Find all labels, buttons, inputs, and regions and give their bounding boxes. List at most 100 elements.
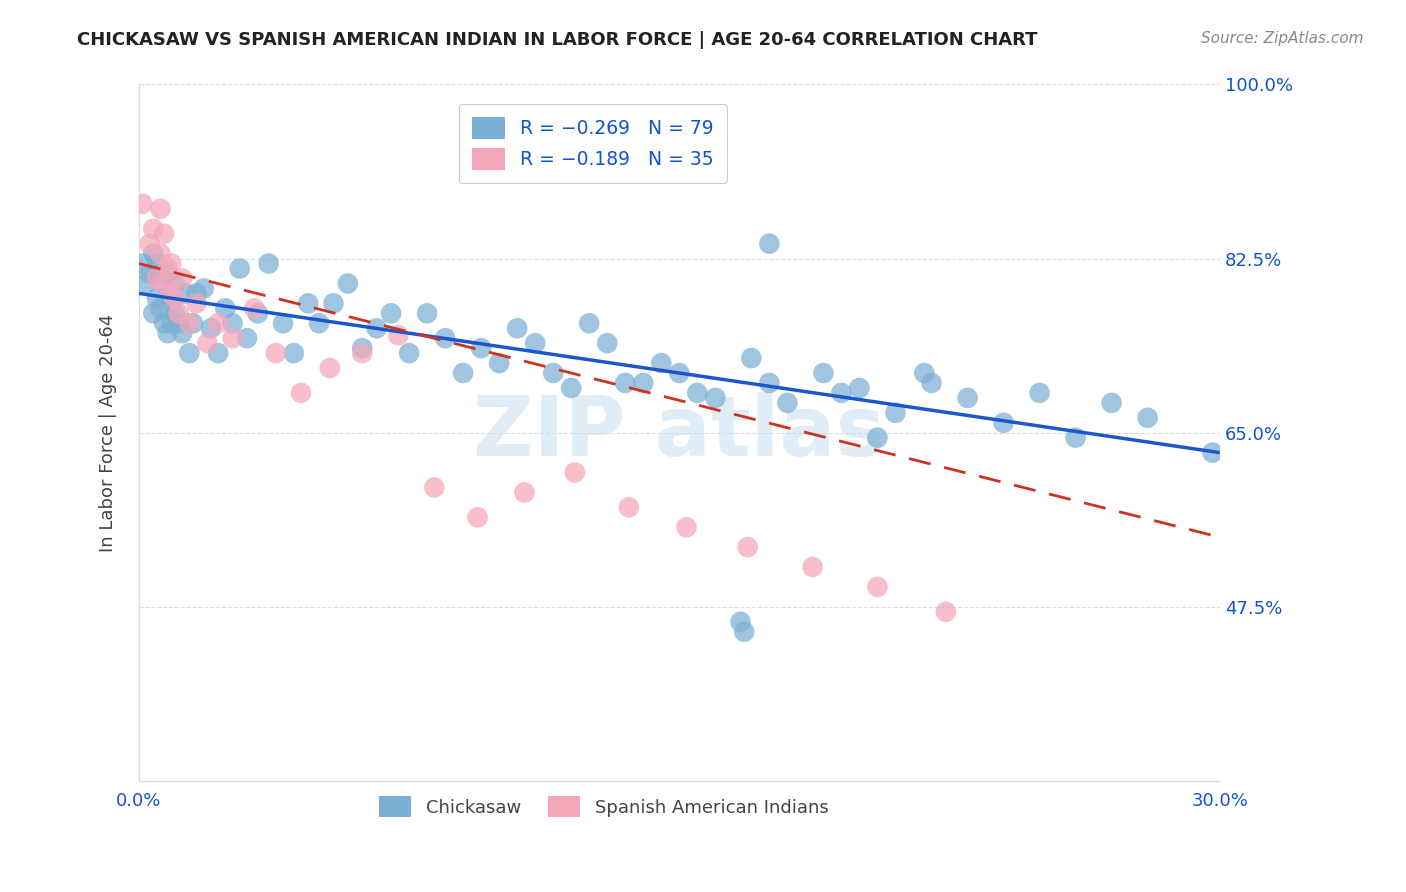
Point — [866, 580, 889, 594]
Point — [308, 316, 330, 330]
Point — [207, 316, 229, 330]
Text: CHICKASAW VS SPANISH AMERICAN INDIAN IN LABOR FORCE | AGE 20-64 CORRELATION CHAR: CHICKASAW VS SPANISH AMERICAN INDIAN IN … — [77, 31, 1038, 49]
Point — [956, 391, 979, 405]
Point — [297, 296, 319, 310]
Point — [513, 485, 536, 500]
Point — [186, 296, 208, 310]
Point — [221, 331, 243, 345]
Point — [935, 605, 957, 619]
Point — [149, 301, 172, 316]
Point — [352, 346, 374, 360]
Point — [322, 296, 344, 310]
Point — [1201, 445, 1223, 459]
Point — [617, 500, 640, 515]
Point — [541, 366, 564, 380]
Point — [650, 356, 672, 370]
Point — [524, 336, 547, 351]
Point — [884, 406, 907, 420]
Point — [614, 376, 637, 390]
Point — [283, 346, 305, 360]
Point — [830, 385, 852, 400]
Point — [142, 306, 165, 320]
Point — [181, 316, 204, 330]
Point — [149, 246, 172, 260]
Point — [174, 286, 197, 301]
Point — [1028, 385, 1050, 400]
Text: ZIP atlas: ZIP atlas — [474, 392, 886, 474]
Point — [153, 316, 176, 330]
Point — [675, 520, 697, 534]
Point — [179, 316, 201, 330]
Point — [153, 227, 176, 241]
Point — [160, 316, 183, 330]
Point — [156, 267, 179, 281]
Point — [156, 261, 179, 276]
Point — [264, 346, 287, 360]
Point — [167, 316, 190, 330]
Point — [172, 326, 194, 341]
Point — [149, 202, 172, 216]
Point — [488, 356, 510, 370]
Point — [146, 256, 169, 270]
Point — [387, 328, 409, 343]
Point — [131, 197, 153, 211]
Point — [156, 326, 179, 341]
Point — [737, 540, 759, 554]
Point — [912, 366, 935, 380]
Point — [135, 277, 157, 291]
Point — [221, 316, 243, 330]
Point — [142, 221, 165, 235]
Point — [179, 346, 201, 360]
Point — [564, 466, 586, 480]
Point — [236, 331, 259, 345]
Point — [319, 361, 342, 376]
Point — [186, 286, 208, 301]
Point — [131, 256, 153, 270]
Point — [214, 301, 236, 316]
Point — [470, 341, 492, 355]
Point — [776, 396, 799, 410]
Point — [138, 236, 160, 251]
Text: Source: ZipAtlas.com: Source: ZipAtlas.com — [1201, 31, 1364, 46]
Point — [704, 391, 727, 405]
Point — [193, 281, 215, 295]
Point — [290, 385, 312, 400]
Point — [1101, 396, 1123, 410]
Point — [730, 615, 752, 629]
Point — [271, 316, 294, 330]
Point — [733, 624, 755, 639]
Point — [200, 321, 222, 335]
Point — [160, 256, 183, 270]
Point — [848, 381, 870, 395]
Point — [633, 376, 655, 390]
Point — [146, 271, 169, 285]
Point — [416, 306, 439, 320]
Point — [380, 306, 402, 320]
Point — [163, 306, 186, 320]
Legend: Chickasaw, Spanish American Indians: Chickasaw, Spanish American Indians — [371, 789, 835, 824]
Point — [163, 277, 186, 291]
Point — [686, 385, 709, 400]
Point — [467, 510, 489, 524]
Point — [578, 316, 600, 330]
Point — [243, 301, 266, 316]
Point — [195, 336, 218, 351]
Point — [596, 336, 619, 351]
Point — [758, 236, 780, 251]
Y-axis label: In Labor Force | Age 20-64: In Labor Force | Age 20-64 — [100, 314, 117, 552]
Point — [246, 306, 269, 320]
Point — [229, 261, 252, 276]
Point — [146, 292, 169, 306]
Point — [506, 321, 529, 335]
Point — [352, 341, 374, 355]
Point — [423, 480, 446, 494]
Point — [336, 277, 359, 291]
Point — [153, 277, 176, 291]
Point — [813, 366, 835, 380]
Point — [866, 431, 889, 445]
Point — [1136, 410, 1159, 425]
Point — [160, 286, 183, 301]
Point — [398, 346, 420, 360]
Point — [801, 560, 824, 574]
Point — [160, 296, 183, 310]
